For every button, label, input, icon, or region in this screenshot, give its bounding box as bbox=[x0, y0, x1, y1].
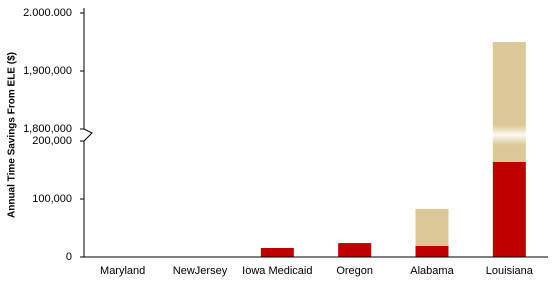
y-tick-label: 200,000 bbox=[32, 135, 72, 147]
bar-segment bbox=[415, 245, 449, 257]
x-tick-label: NewJersey bbox=[173, 265, 228, 277]
axis-break-band bbox=[85, 125, 549, 145]
axis-break-mark bbox=[83, 128, 93, 142]
y-tick-label: 1,900,000 bbox=[23, 65, 72, 77]
bar-segment bbox=[338, 243, 372, 257]
y-axis-label: Annual Time Savings From ELE ($) bbox=[7, 52, 18, 218]
y-tick-label: 0 bbox=[66, 251, 72, 263]
x-tick-label: Iowa Medicaid bbox=[242, 265, 312, 277]
y-tick-label: 1,800,000 bbox=[23, 123, 72, 135]
x-tick-label: Maryland bbox=[100, 265, 145, 277]
x-tick-label: Oregon bbox=[336, 265, 373, 277]
x-tick-label: Alabama bbox=[410, 265, 454, 277]
y-tick-label: 2.000.000 bbox=[23, 7, 72, 19]
bar-segment bbox=[415, 208, 449, 246]
bar-segment bbox=[492, 161, 526, 257]
y-tick-label: 100,000 bbox=[32, 193, 72, 205]
x-tick-label: Louisiana bbox=[486, 265, 534, 277]
bar-segment bbox=[260, 248, 294, 257]
